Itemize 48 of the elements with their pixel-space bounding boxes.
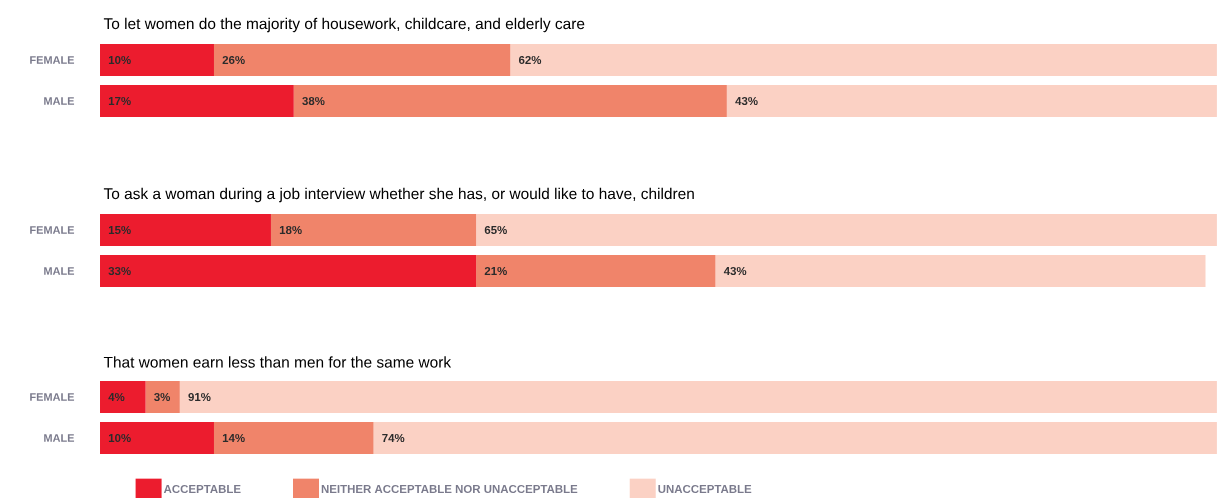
bar [100, 44, 214, 76]
data-label: 4% [108, 392, 125, 402]
y-tick-label: MALE [44, 267, 75, 275]
bar [510, 44, 1217, 76]
bar [476, 214, 1217, 246]
data-label: 14% [222, 433, 245, 443]
data-label: 91% [188, 392, 211, 402]
data-label: 62% [518, 55, 542, 65]
y-tick-label: MALE [44, 434, 75, 442]
bar [100, 381, 146, 413]
y-tick-label: FEMALE [30, 56, 75, 64]
bar [476, 255, 716, 287]
bar [293, 85, 727, 117]
chart-title: To let women do the majority of housework, childcare, and elderly care [103, 17, 585, 33]
bar [100, 255, 477, 287]
bar [100, 422, 214, 454]
data-label: 3% [154, 392, 171, 402]
bar [213, 422, 374, 454]
bar [373, 422, 1217, 454]
data-label: 74% [382, 433, 405, 443]
bar [270, 214, 477, 246]
y-tick-label: MALE [44, 97, 75, 105]
bar [100, 214, 271, 246]
bar [715, 255, 1206, 287]
data-label: 10% [108, 55, 131, 65]
data-label: 15% [108, 225, 131, 235]
bar [179, 381, 1217, 413]
data-label: 43% [735, 96, 758, 106]
data-label: 17% [108, 96, 131, 106]
data-label: 43% [723, 266, 747, 276]
chart-title: To ask a woman during a job interview whether she has, or would like to have, children [103, 187, 694, 203]
legend-label: ACCEPTABLE [163, 484, 241, 494]
data-label: 18% [279, 225, 302, 235]
data-label: 65% [484, 225, 507, 235]
data-label: 33% [108, 266, 131, 276]
bar [213, 44, 511, 76]
bar [100, 85, 294, 117]
data-label: 10% [108, 433, 131, 443]
legend-label: NEITHER ACCEPTABLE NOR UNACCEPTABLE [321, 484, 578, 494]
data-label: 21% [484, 266, 507, 276]
bar [726, 85, 1217, 117]
data-label: 26% [222, 55, 245, 65]
chart-title: That women earn less than men for the same work [103, 356, 452, 368]
bar [145, 381, 180, 413]
legend-label: UNACCEPTABLE [658, 484, 752, 494]
y-tick-label: FEMALE [30, 226, 75, 234]
y-tick-label: FEMALE [30, 393, 75, 401]
data-label: 38% [302, 96, 325, 106]
